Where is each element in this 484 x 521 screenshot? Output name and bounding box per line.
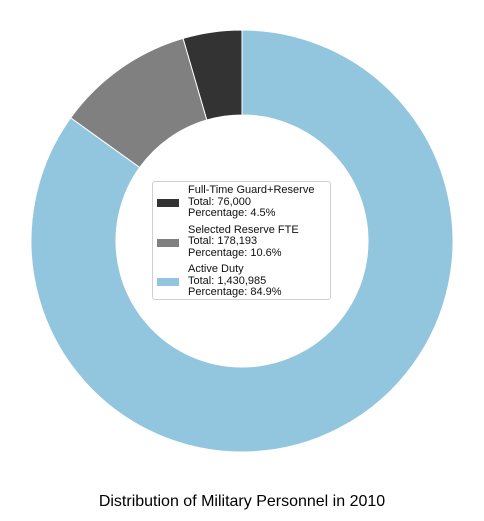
legend-total: Total: 1,430,985 (188, 274, 267, 287)
legend-swatch (157, 278, 179, 286)
legend-percentage: Percentage: 4.5% (188, 207, 276, 219)
legend-label: Selected Reserve FTE (188, 223, 299, 236)
legend-swatch (157, 199, 179, 207)
legend-entry-full-time-guard-reserve: Full-Time Guard+Reserve Total: 76,000 Pe… (157, 184, 326, 220)
legend-total: Total: 76,000 (188, 195, 251, 208)
legend-label: Active Duty (188, 263, 244, 275)
chart-legend: Full-Time Guard+Reserve Total: 76,000 Pe… (152, 181, 331, 300)
donut-slice-active-duty (30, 29, 454, 453)
legend-percentage: Percentage: 10.6% (188, 246, 282, 259)
legend-entry-selected-reserve-fte: Selected Reserve FTE Total: 178,193 Perc… (157, 223, 326, 260)
legend-swatch (157, 238, 179, 247)
chart-title: Distribution of Military Personnel in 20… (98, 493, 386, 510)
legend-total: Total: 178,193 (188, 235, 258, 247)
legend-label: Full-Time Guard+Reserve (188, 184, 315, 196)
legend-entry-active-duty: Active Duty Total: 1,430,985 Percentage:… (157, 263, 326, 299)
legend-percentage: Percentage: 84.9% (188, 286, 282, 298)
